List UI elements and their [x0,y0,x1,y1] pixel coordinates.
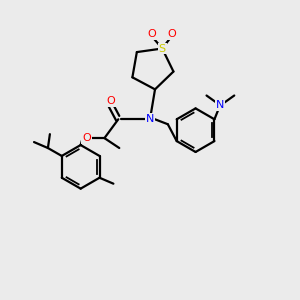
Text: O: O [106,97,115,106]
Text: O: O [168,29,176,39]
Text: O: O [147,29,156,39]
Text: S: S [159,44,166,53]
Text: O: O [82,133,91,143]
Text: N: N [216,100,225,110]
Text: N: N [146,114,154,124]
